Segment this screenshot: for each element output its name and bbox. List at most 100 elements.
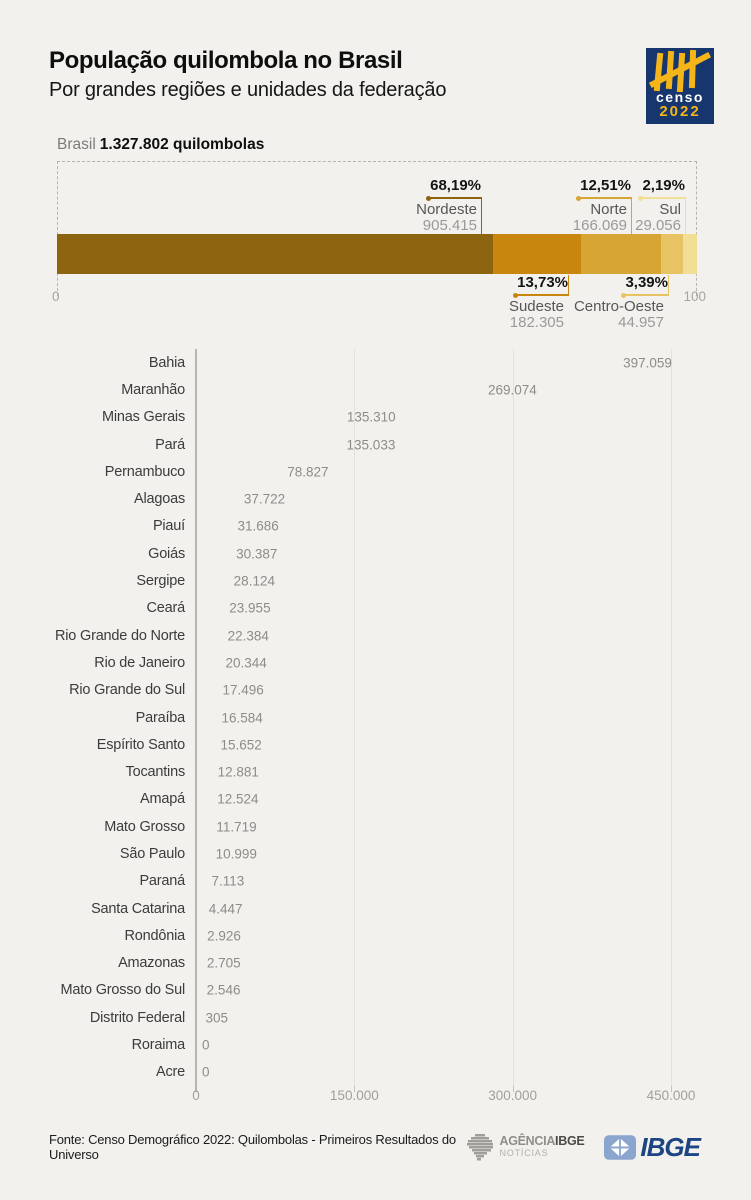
- state-bar: [196, 818, 208, 835]
- censo-logo-year: 2022: [659, 103, 701, 120]
- x-tick-label: 0: [192, 1088, 200, 1104]
- state-label: Minas Gerais: [101, 409, 185, 426]
- state-label: Rio de Janeiro: [94, 654, 185, 671]
- agencia-noticias-word: NOTÍCIAS: [499, 1148, 549, 1158]
- state-row: Rio Grande do Norte 22.384: [49, 622, 709, 649]
- state-label: Rio Grande do Norte: [55, 627, 185, 644]
- agencia-ibge-noticias-logo: AGÊNCIAIBGE NOTÍCIAS: [465, 1133, 585, 1161]
- state-row: Santa Catarina 4.447: [49, 895, 709, 922]
- state-label: Sergipe: [136, 573, 185, 590]
- region-segment-centro-oeste: [661, 234, 683, 274]
- callout-connector: [567, 275, 569, 296]
- censo-2022-logo: censo 2022: [646, 48, 714, 124]
- agencia-ibge-word: IBGE: [555, 1134, 585, 1148]
- state-label: Pernambuco: [104, 463, 185, 480]
- region-value-label: 29.056: [635, 217, 681, 234]
- brazil-map-icon: [466, 1133, 493, 1160]
- state-label: Paraná: [139, 873, 185, 890]
- page-subtitle: Por grandes regiões e unidades da federa…: [49, 79, 447, 101]
- state-bar-track: 305: [196, 1009, 709, 1026]
- state-row: Rio Grande do Sul 17.496: [49, 677, 709, 704]
- state-row: Mato Grosso do Sul 2.546: [49, 977, 709, 1004]
- state-bar: [196, 573, 226, 590]
- censo-logo-word: censo: [656, 89, 704, 105]
- state-row: Distrito Federal 305: [49, 1004, 709, 1031]
- region-pct-label: 68,19%: [426, 176, 482, 201]
- state-row: Mato Grosso 11.719: [49, 813, 709, 840]
- state-row: Alagoas 37.722: [49, 485, 709, 512]
- state-value: 20.344: [225, 655, 267, 671]
- state-bar: [196, 1009, 198, 1026]
- state-value: 0: [202, 1037, 210, 1053]
- state-value: 31.686: [237, 518, 279, 534]
- state-bar-track: 16.584: [196, 709, 709, 726]
- brasil-total-value: 1.327.802 quilombolas: [99, 136, 265, 153]
- ibge-diamond-icon: [604, 1134, 637, 1160]
- state-row: Sergipe 28.124: [49, 567, 709, 594]
- state-label: Santa Catarina: [91, 900, 185, 917]
- page-title: População quilombola no Brasil: [49, 47, 403, 74]
- callout-connector: [684, 197, 686, 235]
- region-name-label: Centro-Oeste: [573, 298, 664, 315]
- state-value: 135.033: [346, 437, 396, 453]
- region-pct-label: 3,39%: [621, 273, 669, 298]
- gridline: [670, 349, 672, 1087]
- state-value: 30.387: [236, 546, 278, 562]
- state-value: 135.310: [346, 409, 396, 425]
- brasil-total: Brasil 1.327.802 quilombolas: [57, 136, 702, 153]
- state-row: São Paulo 10.999: [49, 840, 709, 867]
- state-value: 0: [202, 1064, 210, 1080]
- axis-tick: [512, 1086, 514, 1093]
- state-row: Pernambuco 78.827: [49, 458, 709, 485]
- state-bar-track: 12.524: [196, 791, 709, 808]
- state-bar: [196, 545, 228, 562]
- state-bar-track: 10.999: [196, 845, 709, 862]
- state-label: Alagoas: [134, 491, 185, 508]
- state-label: Paraíba: [135, 709, 186, 726]
- state-bar-track: 4.447: [196, 900, 709, 917]
- state-bar: [196, 736, 213, 753]
- state-value: 23.955: [229, 600, 271, 616]
- state-bar: [196, 518, 229, 535]
- state-row: Minas Gerais 135.310: [49, 404, 709, 431]
- footer: Fonte: Censo Demográfico 2022: Quilombol…: [49, 1131, 701, 1163]
- state-label: Goiás: [148, 545, 185, 562]
- state-label: Rondônia: [124, 927, 186, 944]
- state-bar: [196, 654, 217, 671]
- state-bar-track: 11.719: [196, 818, 709, 835]
- state-value: 78.827: [287, 464, 329, 480]
- state-label: Pará: [155, 436, 185, 453]
- gridline: [354, 349, 356, 1087]
- callout-connector: [667, 275, 669, 296]
- state-value: 4.447: [208, 901, 243, 917]
- tally-marks-icon: [648, 49, 712, 93]
- ibge-logo-text: IBGE: [640, 1131, 701, 1162]
- state-bar: [196, 600, 221, 617]
- state-label: Espírito Santo: [96, 736, 185, 753]
- axis-tick: [670, 1086, 672, 1093]
- state-value: 10.999: [215, 846, 257, 862]
- callout-dot: [576, 195, 582, 201]
- region-callout-centro-oeste: 3,39% Centro-Oeste 44.957: [574, 273, 669, 330]
- state-value: 12.524: [217, 791, 259, 807]
- state-label: Mato Grosso do Sul: [60, 982, 185, 999]
- region-callout-norte: 12,51% Norte 166.069: [573, 176, 632, 235]
- state-bar-track: 30.387: [196, 545, 709, 562]
- state-bar: [196, 709, 214, 726]
- region-value-label: 182.305: [509, 314, 564, 331]
- state-value: 11.719: [216, 819, 257, 835]
- state-bar-chart: Bahia 397.059 Maranhão 269.074 Minas Gerais 1…: [49, 349, 709, 1104]
- state-bar: [196, 627, 220, 644]
- state-label: Piauí: [152, 518, 185, 535]
- callout-connector: [480, 197, 482, 235]
- state-bar-track: 7.113: [196, 873, 709, 890]
- region-value-label: 905.415: [422, 217, 477, 234]
- state-row: Amapá 12.524: [49, 786, 709, 813]
- state-value: 17.496: [222, 682, 264, 698]
- state-bar: [196, 900, 201, 917]
- y-axis-line: [195, 349, 197, 1093]
- callout-dot: [638, 195, 644, 201]
- region-name-label: Sul: [659, 201, 681, 218]
- region-pct-label: 12,51%: [576, 176, 632, 201]
